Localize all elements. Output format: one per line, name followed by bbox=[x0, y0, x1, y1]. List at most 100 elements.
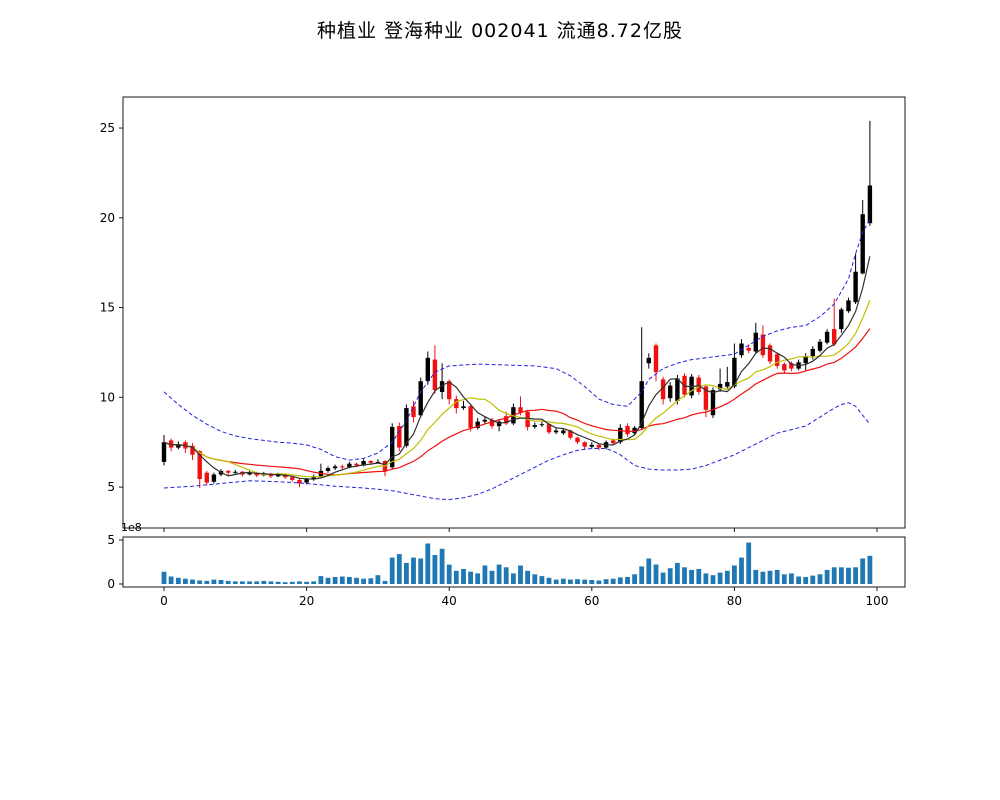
candle-body bbox=[368, 461, 373, 463]
volume-bar bbox=[682, 567, 687, 584]
volume-bar bbox=[796, 576, 801, 584]
candle-body bbox=[803, 356, 808, 364]
volume-bar bbox=[240, 581, 245, 584]
volume-bar bbox=[354, 577, 359, 584]
volume-bar bbox=[482, 565, 488, 584]
candle-body bbox=[454, 399, 459, 409]
volume-bar bbox=[675, 562, 680, 584]
volume-bar bbox=[632, 574, 637, 584]
volume-bar bbox=[518, 565, 523, 584]
volume-bar bbox=[411, 557, 416, 584]
volume-bar bbox=[247, 581, 252, 584]
volume-bar bbox=[746, 542, 752, 584]
price-y-axis: 5 10 15 20 25 bbox=[100, 121, 123, 494]
volume-bar bbox=[575, 579, 580, 584]
bollinger-upper-band bbox=[163, 219, 871, 461]
volume-bar bbox=[532, 574, 538, 584]
candle-body bbox=[824, 331, 830, 343]
volume-bar bbox=[553, 579, 559, 584]
volume-bar bbox=[560, 578, 566, 584]
volume-bar bbox=[168, 576, 174, 584]
volume-bar bbox=[568, 579, 573, 584]
bollinger-lower-band bbox=[163, 402, 871, 501]
volume-bar bbox=[767, 570, 773, 584]
candle-body bbox=[546, 424, 552, 433]
candle-body bbox=[746, 348, 751, 351]
volume-bar bbox=[475, 573, 481, 584]
candle-body bbox=[639, 381, 644, 428]
candle-body bbox=[233, 471, 238, 473]
volume-bar bbox=[696, 569, 702, 584]
volume-bar bbox=[304, 581, 309, 584]
candle-body bbox=[489, 419, 495, 427]
y-tick-label: 5 bbox=[107, 480, 115, 494]
candle-body bbox=[689, 376, 694, 396]
candle-body bbox=[325, 468, 331, 471]
volume-bar bbox=[753, 569, 759, 584]
volume-bar bbox=[739, 557, 744, 584]
candle-body bbox=[832, 329, 837, 345]
volume-bar bbox=[232, 581, 238, 584]
volume-bar bbox=[396, 554, 402, 584]
candle-body bbox=[646, 357, 651, 364]
candle-body bbox=[789, 363, 794, 369]
volume-bar bbox=[689, 569, 694, 584]
candle-body bbox=[190, 445, 195, 455]
volume-bars bbox=[161, 542, 873, 584]
volume-bar bbox=[418, 558, 424, 584]
candle-body bbox=[860, 214, 865, 274]
candle-body bbox=[290, 477, 295, 480]
volume-bar bbox=[653, 564, 659, 584]
volume-bar bbox=[710, 575, 716, 584]
volume-bar bbox=[347, 577, 352, 584]
candle-body bbox=[625, 426, 630, 435]
candle-body bbox=[475, 421, 480, 428]
candle-body bbox=[432, 359, 438, 391]
volume-bar bbox=[660, 572, 666, 584]
volume-bar bbox=[539, 576, 545, 584]
candle-body bbox=[311, 476, 316, 479]
volume-bar bbox=[382, 580, 388, 584]
x-tick-label: 20 bbox=[299, 594, 314, 608]
price-axes-box bbox=[122, 96, 906, 529]
volume-bar bbox=[810, 575, 816, 584]
candle-body bbox=[853, 271, 858, 303]
candle-body bbox=[767, 345, 773, 362]
volume-bar bbox=[639, 566, 645, 584]
bollinger-bands bbox=[163, 219, 871, 501]
candle-body bbox=[297, 479, 302, 484]
volume-bar bbox=[197, 580, 203, 584]
volume-bar bbox=[525, 570, 530, 584]
candle-body bbox=[611, 440, 616, 444]
candle-body bbox=[425, 357, 430, 382]
volume-bar bbox=[496, 564, 502, 584]
candle-body bbox=[589, 444, 594, 447]
volume-bar bbox=[596, 580, 602, 584]
volume-bar bbox=[361, 578, 366, 584]
candle-body bbox=[668, 385, 673, 399]
volume-bar bbox=[468, 571, 473, 584]
candle-body bbox=[753, 332, 758, 352]
volume-bar bbox=[268, 581, 274, 584]
volume-bar bbox=[161, 571, 167, 584]
volume-bar bbox=[432, 555, 438, 584]
volume-bar bbox=[461, 569, 466, 584]
volume-bar bbox=[617, 577, 623, 584]
volume-bar bbox=[297, 581, 302, 584]
candle-body bbox=[254, 472, 259, 476]
x-tick-label: 40 bbox=[442, 594, 457, 608]
ma20-line bbox=[163, 328, 871, 476]
candle-body bbox=[660, 379, 666, 400]
volume-bar bbox=[867, 555, 873, 584]
candle-body bbox=[397, 426, 402, 448]
moving-averages bbox=[163, 256, 871, 480]
candle-body bbox=[247, 472, 252, 475]
x-tick-label: 80 bbox=[727, 594, 742, 608]
candle-body bbox=[717, 383, 723, 390]
y-tick-label: 15 bbox=[100, 301, 115, 315]
volume-bar bbox=[853, 567, 858, 584]
volume-y-tick-label: 5 bbox=[107, 533, 115, 547]
candle-body bbox=[732, 357, 737, 387]
volume-bar bbox=[289, 581, 295, 584]
